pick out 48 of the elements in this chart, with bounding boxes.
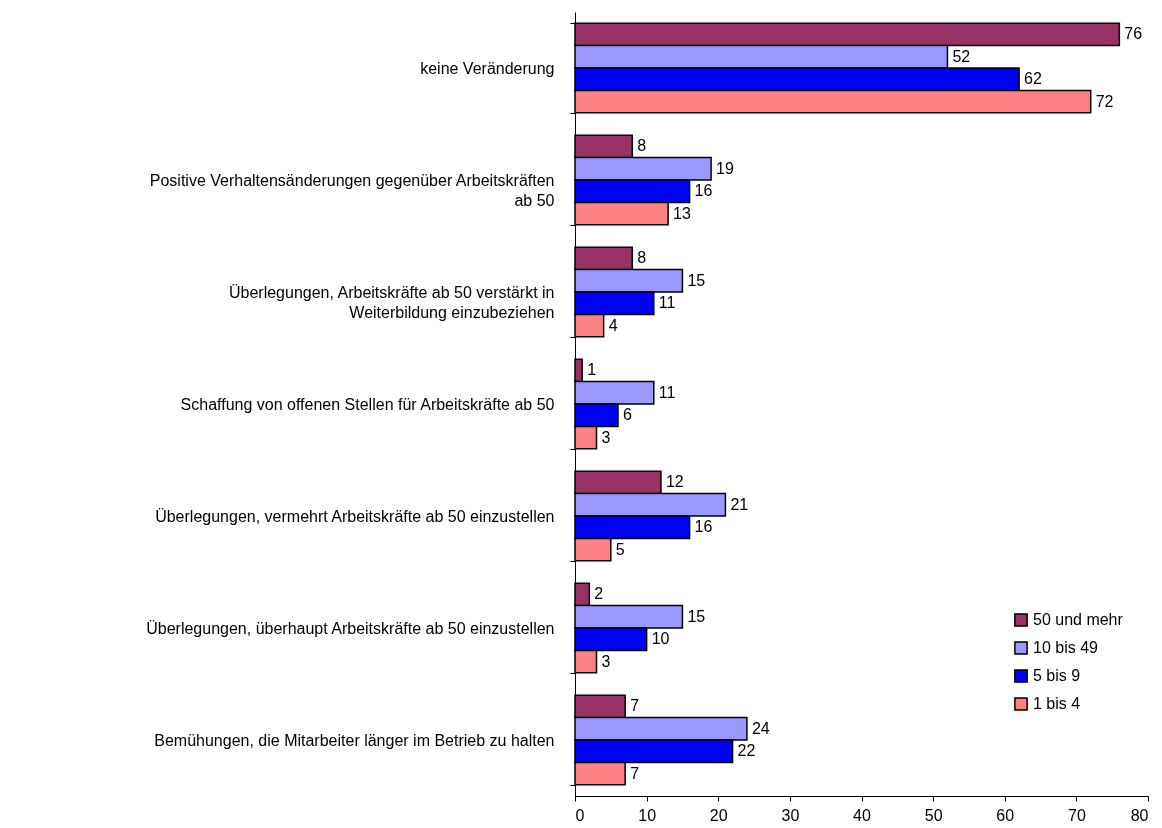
data-label: 52: [952, 47, 971, 65]
data-label: 4: [608, 316, 618, 334]
legend-label: 5 bis 9: [1033, 667, 1081, 684]
x-tick-label: 20: [709, 806, 728, 824]
y-tick-label: Überlegungen, Arbeitskräfte ab 50 verstärkt in Weiterbildung einzubeziehen: [228, 283, 555, 321]
data-label: 12: [665, 473, 684, 491]
x-tick-label: 40: [853, 806, 871, 824]
data-label: 62: [1024, 70, 1042, 88]
data-label: 1: [587, 361, 597, 379]
y-tick-label: Bemühungen, die Mitarbeiter länger im Betrieb zu halten: [154, 731, 555, 749]
y-tick-label: Überlegungen, vermehrt Arbeitskräfte ab 50 einzustellen: [155, 507, 555, 525]
y-tick-label: keine Veränderung: [420, 59, 555, 77]
data-label: 3: [601, 652, 611, 670]
data-label: 21: [730, 495, 749, 513]
data-label: 24: [751, 719, 770, 737]
x-tick-label: 60: [996, 806, 1015, 824]
data-label: 8: [637, 137, 647, 155]
data-label: 76: [1124, 25, 1143, 43]
data-label: 11: [658, 294, 676, 312]
y-tick-label: Positive Verhaltensänderungen gegenüber Arbeitskräften ab 50: [149, 171, 555, 209]
data-label: 16: [694, 182, 713, 200]
data-label: 15: [687, 271, 706, 289]
x-tick-label: 30: [781, 806, 800, 824]
legend-label: 1 bis 4: [1033, 695, 1081, 712]
data-label: 10: [651, 630, 670, 648]
data-label: 6: [622, 406, 632, 424]
data-label: 7: [630, 764, 640, 782]
legend-label: 10 bis 49: [1033, 639, 1099, 656]
x-tick-label: 0: [575, 806, 585, 824]
x-tick-label: 70: [1067, 806, 1086, 824]
data-label: 22: [737, 742, 756, 760]
data-label: 3: [601, 428, 611, 446]
data-label: 11: [658, 383, 676, 401]
data-label: 16: [694, 518, 713, 536]
y-tick-label: Überlegungen, überhaupt Arbeitskräfte ab 50 einzustellen: [146, 619, 555, 637]
data-label: 2: [594, 585, 604, 603]
data-label: 15: [687, 607, 706, 625]
y-tick-label: Schaffung von offenen Stellen für Arbeitskräfte ab 50: [180, 395, 555, 413]
data-label: 5: [615, 540, 625, 558]
data-label: 19: [716, 159, 734, 177]
data-label: 7: [630, 697, 640, 715]
data-label: 13: [673, 204, 692, 222]
x-tick-label: 10: [638, 806, 657, 824]
legend-label: 50 und mehr: [1033, 611, 1124, 628]
data-label: 72: [1095, 92, 1114, 110]
data-label: 8: [637, 249, 647, 267]
x-tick-label: 80: [1130, 806, 1149, 824]
x-tick-label: 50: [924, 806, 943, 824]
